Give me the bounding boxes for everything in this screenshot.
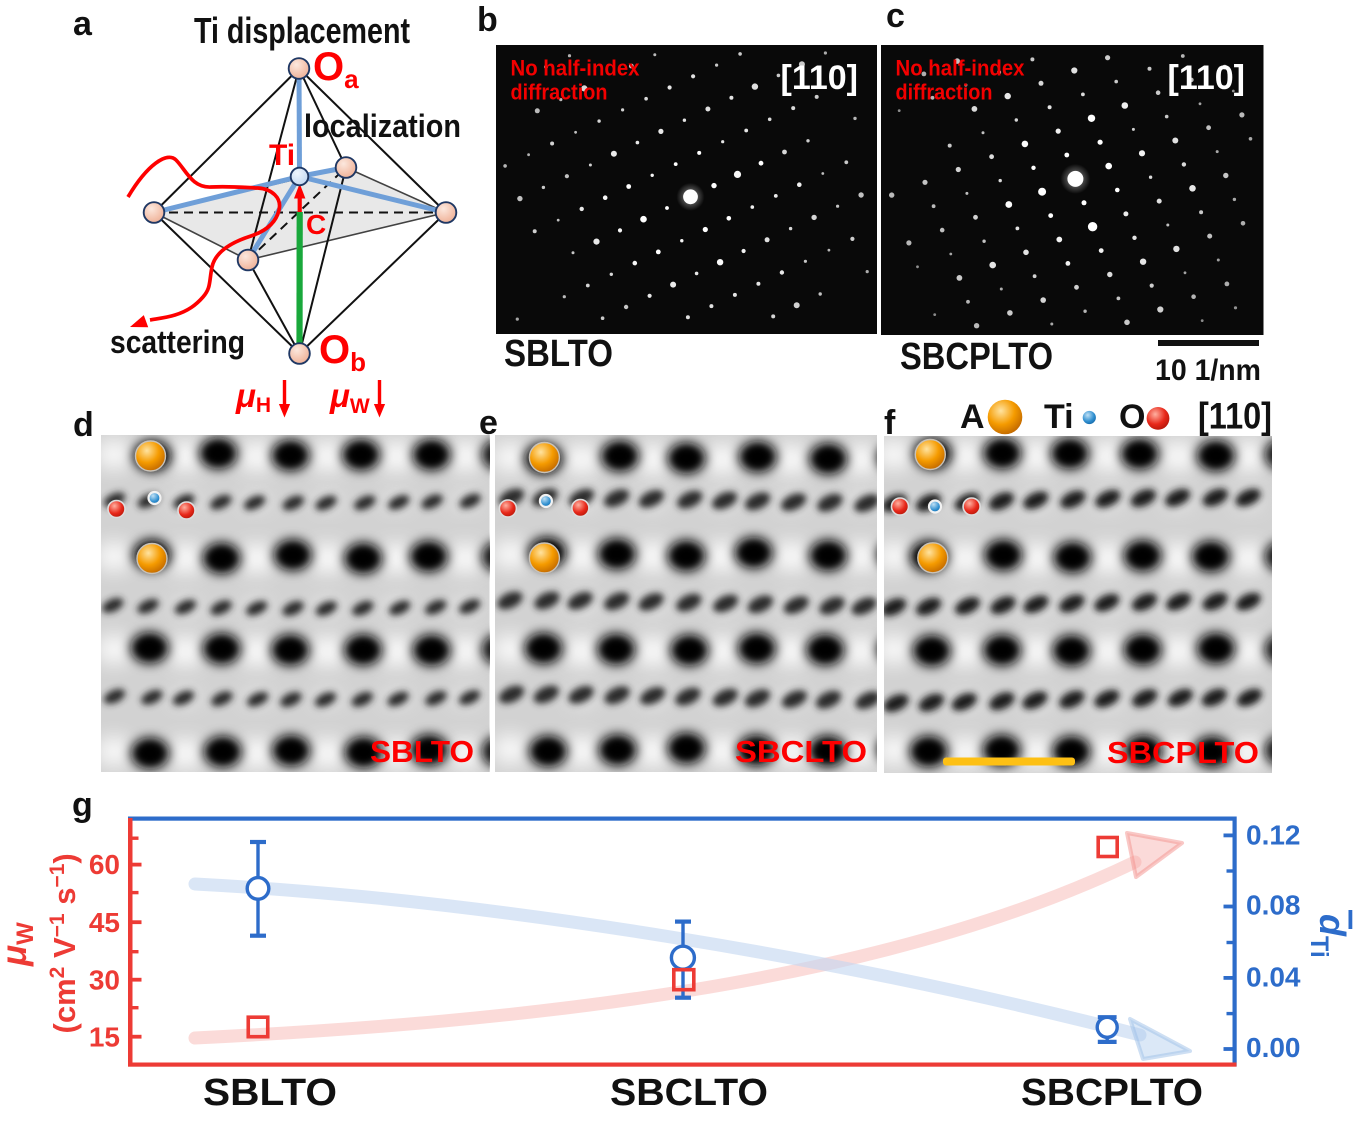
svg-text:Ti: Ti [269,139,295,172]
svg-text:SBCPLTO: SBCPLTO [900,336,1053,378]
svg-text:g: g [72,790,93,824]
svg-text:Ti: Ti [1044,398,1074,435]
svg-text:diffraction: diffraction [896,80,993,105]
svg-text:SBCPLTO: SBCPLTO [1107,735,1259,770]
svg-text:[110]: [110] [1198,396,1272,437]
svg-text:30: 30 [89,965,120,996]
svg-text:0.04: 0.04 [1246,962,1301,993]
svg-text:0.12: 0.12 [1246,820,1301,851]
svg-text:10 1/nm: 10 1/nm [1155,354,1261,387]
svg-text:Ti displacement: Ti displacement [194,10,410,51]
svg-text:scattering: scattering [110,324,245,360]
svg-text:A: A [960,398,985,435]
svg-text:0.08: 0.08 [1246,890,1301,921]
svg-text:Ob: Ob [319,328,366,377]
svg-text:SBLTO: SBLTO [504,333,613,375]
svg-text:No half-index: No half-index [510,55,639,80]
svg-text:SBLTO: SBLTO [203,1072,337,1114]
svg-text:60: 60 [89,849,120,880]
svg-text:SBCLTO: SBCLTO [610,1072,768,1114]
svg-text:a: a [73,5,93,43]
svg-text:No half-index: No half-index [896,56,1025,81]
svg-text:0.00: 0.00 [1246,1032,1301,1063]
svg-text:localization: localization [304,108,461,144]
svg-text:SBLTO: SBLTO [370,734,474,769]
svg-text:45: 45 [89,907,120,938]
svg-text:SBCLTO: SBCLTO [735,734,867,769]
svg-text:C: C [306,209,326,240]
svg-text:Oa: Oa [313,45,359,94]
svg-text:dTi: dTi [1305,914,1353,958]
svg-text:SBCPLTO: SBCPLTO [1021,1072,1203,1114]
svg-text:[110]: [110] [1168,59,1246,97]
svg-text:diffraction: diffraction [510,79,607,104]
svg-text:O: O [1119,398,1145,435]
svg-text:[110]: [110] [780,59,858,97]
svg-text:15: 15 [89,1022,120,1053]
